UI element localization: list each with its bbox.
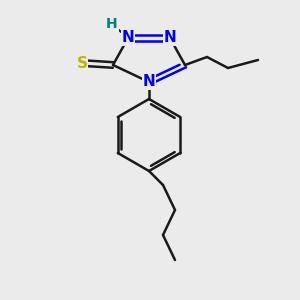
Text: S: S (76, 56, 88, 70)
Text: N: N (164, 31, 176, 46)
Text: N: N (142, 74, 155, 89)
Text: H: H (106, 17, 118, 31)
Text: N: N (122, 31, 134, 46)
